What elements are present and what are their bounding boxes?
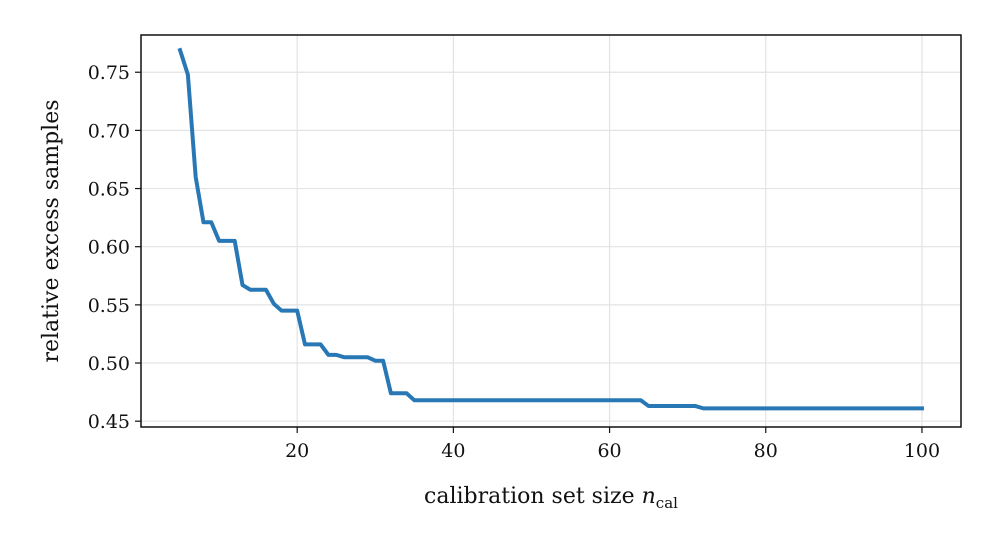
y-tick-label: 0.45 [88, 411, 130, 433]
y-tick-label: 0.75 [88, 62, 130, 84]
y-tick-label: 0.50 [88, 353, 130, 375]
x-tick-label: 60 [597, 440, 621, 462]
x-tick-label: 40 [441, 440, 465, 462]
plot-frame [140, 34, 962, 428]
y-tick-label: 0.65 [88, 179, 130, 201]
y-tick-label: 0.60 [88, 237, 130, 259]
x-tick-label: 20 [285, 440, 309, 462]
x-tick-label: 100 [904, 440, 940, 462]
x-axis-label: calibration set size ncal [424, 484, 678, 512]
y-axis-label: relative excess samples [39, 99, 64, 362]
series-group [177, 47, 924, 411]
grid-lines [141, 35, 961, 427]
axis-ticks: 20 40 60 80 100 0.45 0.50 0.55 0.60 0.65 0.70 0.75 [88, 62, 940, 462]
series-line [177, 47, 924, 411]
x-tick-label: 80 [754, 440, 778, 462]
y-tick-label: 0.70 [88, 120, 130, 142]
y-tick-label: 0.55 [88, 295, 130, 317]
